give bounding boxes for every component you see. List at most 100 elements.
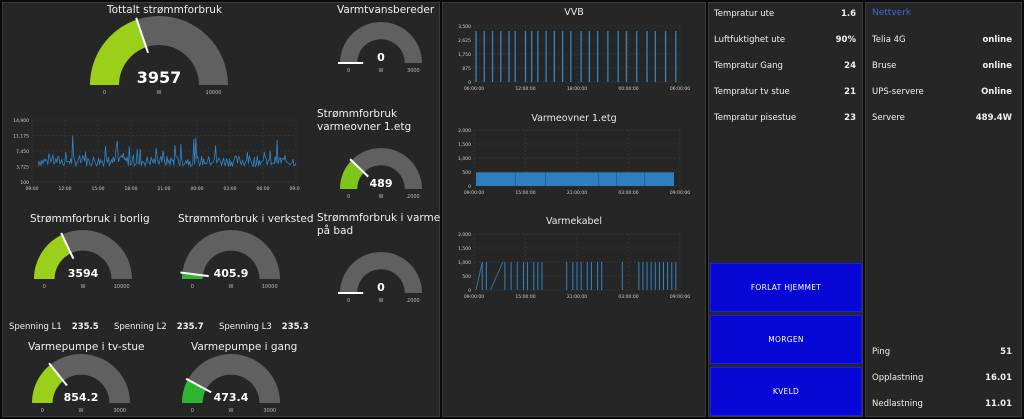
y-tick-label: 1,750 [458,52,471,58]
gauge-title-bath: Strømmforbruk i varme på bad [317,212,441,237]
network-label: Ping [872,347,891,357]
chart-title-vvb: VVB [564,7,584,18]
gauge-track [182,354,280,403]
x-tick-label: 09:00 [26,186,39,192]
network-value: 489.4W [975,113,1012,123]
gauge-needle [48,362,68,387]
area-fill [476,172,674,186]
gauge-heatpump-hall: 473.4 W 0 3000 [182,354,280,414]
y-tick-label: 2,625 [458,38,471,44]
network-title: Nettverk [872,8,912,18]
gauge-title-heaters: Strømmforbruk varmeovner 1.etg [317,108,412,133]
x-tick-label: 00:00 [191,186,204,192]
sensor-row: Luftfuktighet ute 90% [714,35,856,45]
gauge-title-water-heater: Varmtvansbereder [337,4,435,16]
gauge-heatpump-tv: 854.2 W 0 3000 [32,354,130,414]
sensor-value: 24 [844,61,856,71]
gauge-value: 473.4 [214,391,249,404]
gauge-needle [349,158,369,178]
sensor-label: Tempratur pisestue [714,113,797,123]
sensor-label: Tempratur Gang [714,61,783,71]
gauge-water-heater: 0 W 0 3000 [338,22,422,74]
x-tick-label: 12:00 [59,186,72,192]
gauge-track [182,230,280,279]
gauge-fill [34,234,71,279]
gauge-value: 3594 [68,267,99,280]
away-button[interactable]: FORLAT HJEMMET [710,263,862,312]
gauge-max: 3000 [113,408,126,414]
y-tick-label: 1,500 [458,246,471,252]
y-tick-label: 11,175 [13,134,29,140]
sensor-row: Tempratur Gang 24 [714,61,856,71]
gauge-unit: W [229,284,234,290]
gauge-fill [182,379,207,403]
y-tick-label: 100 [20,180,29,186]
x-tick-label: 12:00:00 [515,86,535,92]
gauge-fill [90,19,147,85]
sensor-row: Tempratur tv stue 21 [714,87,856,97]
charts-panel [442,2,706,417]
x-tick-label: 21:00:00 [567,294,587,300]
gauge-unit: W [229,408,234,414]
series-line [37,135,297,168]
gauge-needle [185,377,212,394]
gauge-value: 3957 [137,68,182,87]
gauge-value: 489 [370,177,393,190]
sensor-label: Tempratur ute [714,9,775,19]
network-panel [865,2,1022,417]
gauge-min: 0 [41,408,44,414]
sensor-value: 23 [844,113,856,123]
voltage-l3: Spenning L3 235.3 [219,322,309,332]
network-label: Opplastning [872,373,924,383]
morning-button[interactable]: MORGEN [710,315,862,364]
voltage-l2: Spenning L2 235.7 [114,322,204,332]
x-tick-label: 09:00:00 [464,294,484,300]
chart-title-heating-cable: Varmekabel [545,216,603,227]
y-tick-label: 0 [468,184,471,190]
gauge-unit: W [81,284,86,290]
network-label: Bruse [872,61,897,71]
y-tick-label: 14,900 [13,118,29,124]
network-row: Opplastning 16.01 [872,373,1012,383]
gauge-max: 2000 [407,194,420,200]
gauge-value: 0 [377,281,385,294]
sensor-value: 90% [835,35,856,45]
network-row: UPS-servere Online [872,87,1012,97]
gauge-track [340,148,422,189]
y-tick-label: 3,500 [458,24,471,30]
network-value: online [982,61,1012,71]
voltage-l3-label: Spenning L3 [219,322,272,332]
y-tick-label: 0 [468,288,471,294]
network-row: Servere 489.4W [872,113,1012,123]
network-row: Ping 51 [872,347,1012,357]
evening-button[interactable]: KVELD [710,367,862,416]
network-value: 11.01 [985,399,1012,409]
x-tick-label: 18:00:00 [567,86,587,92]
voltage-l3-value: 235.3 [281,322,309,332]
network-label: Telia 4G [872,35,906,45]
gauge-fill [32,364,64,403]
gauge-min: 0 [191,408,194,414]
gauge-min: 0 [347,194,350,200]
gauge-home: 3594 W 0 10000 [34,230,132,290]
gauge-needle [135,17,149,54]
gauge-unit: W [157,90,162,96]
gauge-needle [180,271,209,278]
gauge-track [340,252,422,293]
gauge-value: 0 [377,51,385,64]
gauge-heaters: 489 W 0 2000 [340,148,422,200]
x-tick-label: 15:00:00 [515,294,535,300]
y-tick-label: 2,000 [458,128,471,134]
gauge-max: 3000 [407,68,420,74]
x-tick-label: 03:00:00 [618,190,638,196]
network-row: Nedlastning 11.01 [872,399,1012,409]
gauge-value: 854.2 [64,391,99,404]
network-value: Online [981,87,1012,97]
gauge-value: 405.9 [214,267,249,280]
gauge-max: 10000 [206,90,222,96]
ramp-line [490,261,504,291]
x-tick-label: 21:00:00 [567,190,587,196]
y-tick-label: 2,000 [458,232,471,238]
